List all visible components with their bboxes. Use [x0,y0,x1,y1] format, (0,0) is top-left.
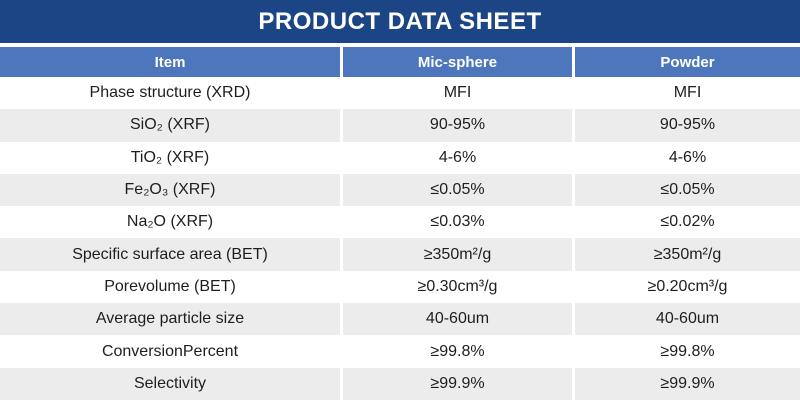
column-header-mic-sphere: Mic-sphere [343,47,572,77]
table-row: TiO₂ (XRF) 4-6% 4-6% [0,141,800,174]
row-item-label: Phase structure (XRD) [0,77,340,110]
banner-divider [0,43,800,47]
row-item-label: Average particle size [0,303,340,336]
row-mic-sphere-value: 4-6% [343,141,572,174]
row-item-label: Na₂O (XRF) [0,206,340,239]
table-row: Specific surface area (BET) ≥350m²/g ≥35… [0,238,800,271]
row-powder-value: 4-6% [575,141,800,174]
table-row: Na₂O (XRF) ≤0.03% ≤0.02% [0,206,800,239]
row-mic-sphere-value: ≥0.30cm³/g [343,270,572,304]
row-powder-value: ≥0.20cm³/g [575,270,800,304]
row-powder-value: ≤0.02% [575,206,800,239]
row-item-label: Selectivity [0,367,340,400]
row-item-label: Fe₂O₃ (XRF) [0,173,340,207]
row-mic-sphere-value: 90-95% [343,109,572,142]
row-item-label: SiO₂ (XRF) [0,109,340,142]
row-powder-value: ≤0.05% [575,173,800,207]
table-header-row: Item Mic-sphere Powder [0,47,800,77]
column-header-item: Item [0,47,340,77]
row-powder-value: 90-95% [575,109,800,142]
row-powder-value: 40-60um [575,303,800,336]
table-row: Porevolume (BET) ≥0.30cm³/g ≥0.20cm³/g [0,270,800,304]
row-powder-value: ≥350m²/g [575,238,800,271]
table-row: Selectivity ≥99.9% ≥99.9% [0,367,800,400]
table-row: Phase structure (XRD) MFI MFI [0,77,800,110]
column-header-powder: Powder [575,47,800,77]
row-powder-value: ≥99.9% [575,367,800,400]
row-mic-sphere-value: ≤0.03% [343,206,572,239]
row-powder-value: MFI [575,77,800,110]
banner: PRODUCT DATA SHEET [0,0,800,43]
row-mic-sphere-value: 40-60um [343,303,572,336]
row-powder-value: ≥99.8% [575,335,800,368]
row-mic-sphere-value: ≤0.05% [343,173,572,207]
table-row: SiO₂ (XRF) 90-95% 90-95% [0,109,800,142]
row-mic-sphere-value: ≥99.8% [343,335,572,368]
table-row: Fe₂O₃ (XRF) ≤0.05% ≤0.05% [0,173,800,207]
row-mic-sphere-value: ≥99.9% [343,367,572,400]
table-row: ConversionPercent ≥99.8% ≥99.8% [0,335,800,368]
row-mic-sphere-value: ≥350m²/g [343,238,572,271]
row-mic-sphere-value: MFI [343,77,572,110]
row-item-label: ConversionPercent [0,335,340,368]
row-item-label: Specific surface area (BET) [0,238,340,271]
table-row: Average particle size 40-60um 40-60um [0,303,800,336]
data-table: Item Mic-sphere Powder Phase structure (… [0,47,800,400]
page-title: PRODUCT DATA SHEET [258,7,542,35]
row-item-label: TiO₂ (XRF) [0,141,340,174]
row-item-label: Porevolume (BET) [0,270,340,304]
